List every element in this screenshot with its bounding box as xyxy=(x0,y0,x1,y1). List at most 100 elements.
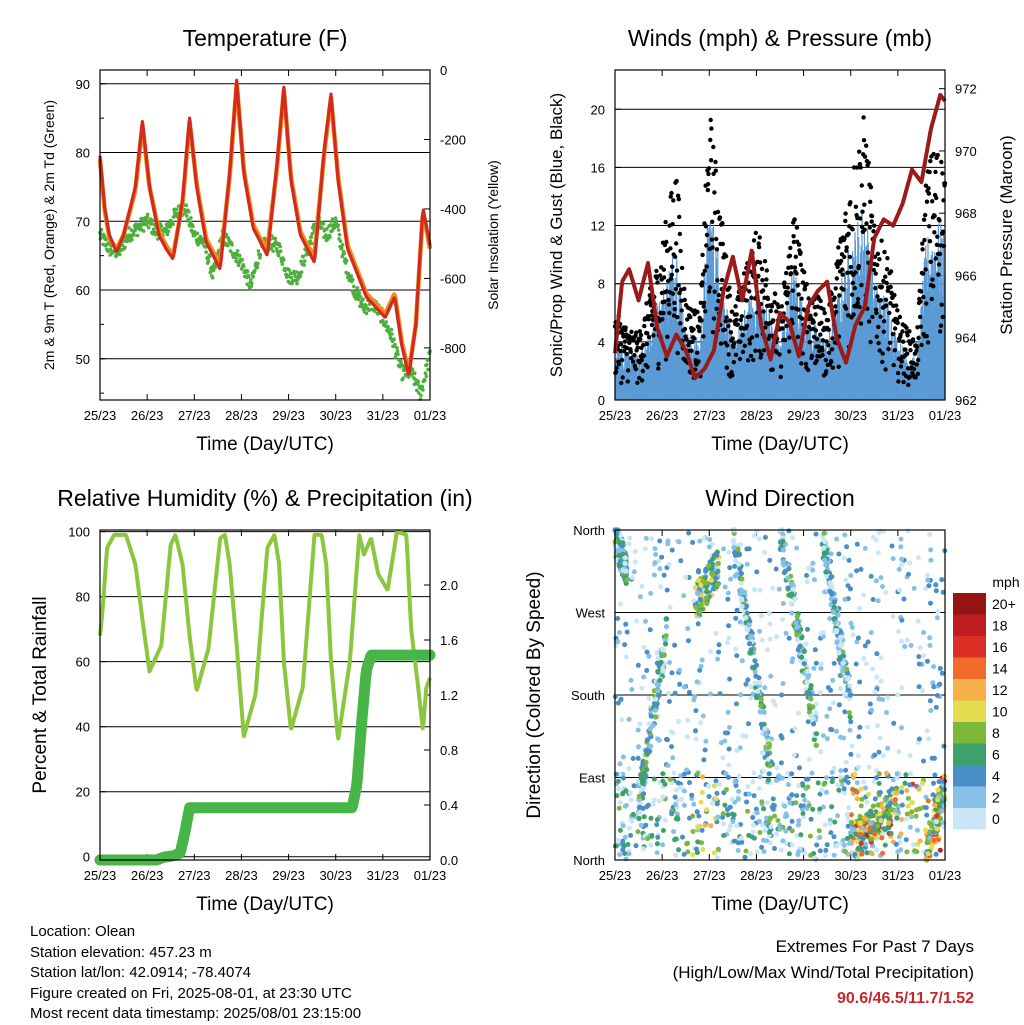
direction-point xyxy=(923,827,929,833)
direction-point xyxy=(905,528,911,534)
dewpoint-point xyxy=(320,225,324,230)
gust-point xyxy=(826,327,831,332)
gust-point xyxy=(794,225,800,230)
direction-point xyxy=(660,778,666,784)
direction-point xyxy=(806,757,812,763)
gust-point xyxy=(700,272,706,277)
direction-point xyxy=(747,641,753,647)
gust-point xyxy=(659,290,665,296)
direction-point xyxy=(738,835,744,841)
direction-point xyxy=(780,538,786,544)
direction-point xyxy=(872,796,878,802)
gust-point xyxy=(802,270,807,275)
colorbar-swatch xyxy=(953,765,986,787)
direction-point xyxy=(641,644,647,650)
direction-point xyxy=(882,813,888,819)
direction-point xyxy=(670,730,676,736)
direction-point xyxy=(661,572,667,578)
gust-point xyxy=(713,159,718,165)
direction-point xyxy=(736,788,742,794)
direction-point xyxy=(714,790,720,796)
x-tick-label: 25/23 xyxy=(599,868,632,883)
direction-point xyxy=(640,761,646,767)
direction-point xyxy=(702,822,708,828)
direction-point xyxy=(933,851,939,857)
direction-point xyxy=(616,539,623,545)
gust-point xyxy=(815,304,820,309)
direction-point xyxy=(877,735,883,741)
direction-point xyxy=(875,823,881,829)
direction-point xyxy=(779,692,785,698)
direction-point xyxy=(907,753,913,759)
gust-point xyxy=(696,359,701,364)
dewpoint-point xyxy=(228,249,233,253)
direction-point xyxy=(632,559,638,565)
y-axis-label-1: 2m & 9m T (Red, Orange) & 2m Td (Green) xyxy=(41,100,57,370)
plot-border-2 xyxy=(614,69,946,401)
direction-point xyxy=(866,764,872,770)
direction-point xyxy=(699,790,705,795)
gust-point xyxy=(871,267,877,273)
direction-point xyxy=(762,726,768,732)
direction-point xyxy=(939,577,945,583)
gust-point xyxy=(638,336,643,342)
direction-point xyxy=(673,801,679,807)
direction-point xyxy=(766,820,772,825)
gust-point xyxy=(727,293,732,298)
dewpoint-point xyxy=(140,216,145,221)
direction-point xyxy=(830,700,836,706)
direction-point xyxy=(931,684,937,690)
direction-point xyxy=(818,661,824,667)
gust-point xyxy=(895,370,901,376)
direction-point xyxy=(725,596,731,602)
direction-point xyxy=(751,835,757,841)
direction-point xyxy=(727,565,733,571)
direction-point xyxy=(666,690,672,696)
gust-point xyxy=(645,364,650,370)
direction-point xyxy=(836,650,842,656)
direction-point xyxy=(701,757,707,763)
gust-point xyxy=(823,357,828,363)
gust-point xyxy=(820,352,825,358)
direction-point xyxy=(655,655,661,661)
gust-point xyxy=(830,336,835,341)
dewpoint-point xyxy=(125,239,129,243)
dewpoint-point xyxy=(299,270,304,275)
direction-point xyxy=(898,562,904,568)
gust-point xyxy=(848,200,853,205)
direction-point xyxy=(694,850,700,856)
direction-point xyxy=(838,768,844,774)
direction-point xyxy=(695,770,701,776)
direction-point xyxy=(635,829,641,835)
direction-point xyxy=(628,832,634,838)
gust-point xyxy=(645,331,650,336)
direction-point xyxy=(831,599,838,605)
direction-point xyxy=(864,850,870,856)
dewpoint-point xyxy=(256,249,261,253)
direction-point xyxy=(706,794,712,799)
direction-point xyxy=(704,601,710,607)
direction-point xyxy=(676,539,682,545)
direction-point xyxy=(738,570,745,577)
direction-point xyxy=(857,606,862,611)
direction-point xyxy=(861,592,867,598)
direction-point xyxy=(899,785,905,790)
gust-point xyxy=(936,272,941,277)
direction-point xyxy=(883,589,889,595)
direction-point xyxy=(641,791,647,797)
y-tick-label: South xyxy=(571,688,605,703)
direction-point xyxy=(683,574,689,580)
y-tick-label: 20 xyxy=(76,785,90,800)
direction-point xyxy=(925,798,931,804)
direction-point xyxy=(820,733,826,739)
direction-point xyxy=(777,826,783,832)
direction-point xyxy=(752,680,758,686)
direction-point xyxy=(844,836,850,841)
colorbar-label: 4 xyxy=(992,768,1000,784)
direction-point xyxy=(650,802,656,807)
dewpoint-point xyxy=(413,371,417,376)
direction-point xyxy=(857,821,863,827)
gust-point xyxy=(793,254,798,259)
dewpoint-point xyxy=(321,222,326,226)
direction-point xyxy=(756,536,762,542)
